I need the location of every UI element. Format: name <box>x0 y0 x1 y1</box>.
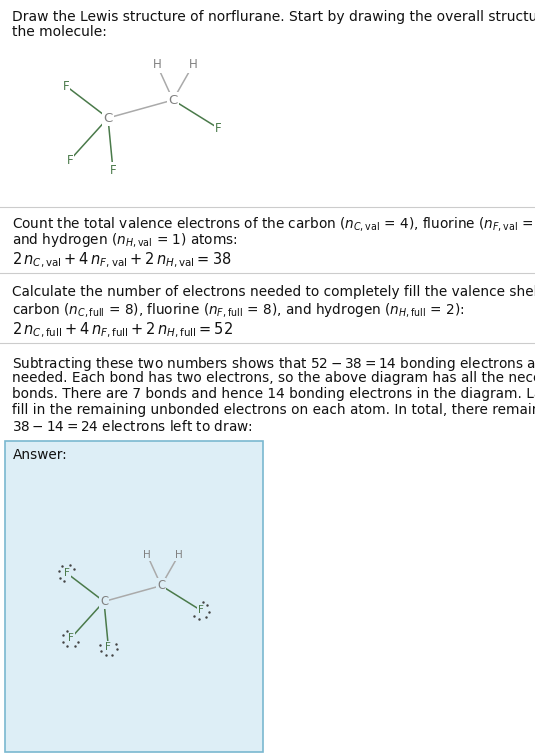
Text: needed. Each bond has two electrons, so the above diagram has all the necessary: needed. Each bond has two electrons, so … <box>12 371 535 385</box>
Text: F: F <box>105 642 111 652</box>
Text: Count the total valence electrons of the carbon ($n_{C,\mathrm{val}}$ = 4), fluo: Count the total valence electrons of the… <box>12 215 535 233</box>
Text: F: F <box>64 569 70 578</box>
Text: C: C <box>169 93 178 106</box>
Text: and hydrogen ($n_{H,\mathrm{val}}$ = 1) atoms:: and hydrogen ($n_{H,\mathrm{val}}$ = 1) … <box>12 231 238 249</box>
Text: F: F <box>67 633 73 643</box>
Text: C: C <box>103 112 113 124</box>
Text: C: C <box>100 595 108 608</box>
Text: F: F <box>110 164 116 176</box>
Text: F: F <box>198 605 204 615</box>
Text: $2\,n_{C,\mathrm{full}} + 4\,n_{F,\mathrm{full}} + 2\,n_{H,\mathrm{full}} = 52$: $2\,n_{C,\mathrm{full}} + 4\,n_{F,\mathr… <box>12 321 233 340</box>
Text: F: F <box>63 79 70 93</box>
Text: carbon ($n_{C,\mathrm{full}}$ = 8), fluorine ($n_{F,\mathrm{full}}$ = 8), and hy: carbon ($n_{C,\mathrm{full}}$ = 8), fluo… <box>12 301 464 319</box>
Text: H: H <box>175 550 182 560</box>
Text: H: H <box>189 59 197 72</box>
Text: Subtracting these two numbers shows that $52 - 38 = 14$ bonding electrons are: Subtracting these two numbers shows that… <box>12 355 535 373</box>
Text: Answer:: Answer: <box>13 448 68 462</box>
Text: H: H <box>152 59 162 72</box>
Text: bonds. There are 7 bonds and hence 14 bonding electrons in the diagram. Lastly,: bonds. There are 7 bonds and hence 14 bo… <box>12 387 535 401</box>
Text: $2\,n_{C,\mathrm{val}} + 4\,n_{F,\mathrm{val}} + 2\,n_{H,\mathrm{val}} = 38$: $2\,n_{C,\mathrm{val}} + 4\,n_{F,\mathrm… <box>12 251 232 270</box>
Text: Draw the Lewis structure of norflurane. Start by drawing the overall structure o: Draw the Lewis structure of norflurane. … <box>12 10 535 24</box>
Text: $38 - 14 = 24$ electrons left to draw:: $38 - 14 = 24$ electrons left to draw: <box>12 419 253 434</box>
Text: Calculate the number of electrons needed to completely fill the valence shells f: Calculate the number of electrons needed… <box>12 285 535 299</box>
Text: H: H <box>143 550 151 560</box>
Text: the molecule:: the molecule: <box>12 25 107 39</box>
FancyBboxPatch shape <box>5 441 263 752</box>
Text: F: F <box>215 121 221 134</box>
Text: F: F <box>67 154 73 167</box>
Text: fill in the remaining unbonded electrons on each atom. In total, there remain: fill in the remaining unbonded electrons… <box>12 403 535 417</box>
Text: C: C <box>157 579 165 592</box>
